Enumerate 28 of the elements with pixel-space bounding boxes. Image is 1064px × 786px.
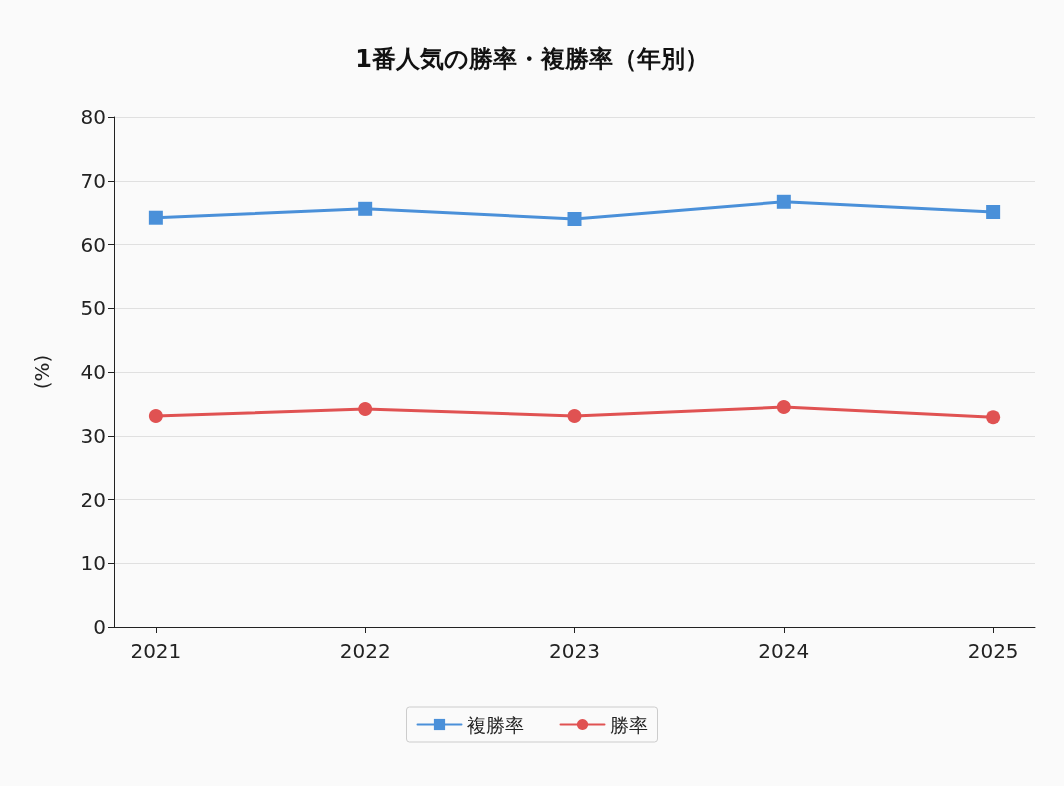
x-tick-label: 2022 bbox=[339, 639, 391, 663]
chart-title: 1番人気の勝率・複勝率（年別） bbox=[355, 45, 709, 73]
point bbox=[567, 212, 582, 226]
point bbox=[776, 194, 791, 209]
y-tick-label: 30 bbox=[80, 423, 106, 448]
y-tick-label: 80 bbox=[80, 105, 106, 129]
y-tick-label: 60 bbox=[80, 232, 106, 257]
x-tick-label: 2021 bbox=[130, 639, 182, 663]
point bbox=[776, 400, 791, 415]
y-tick-label: 20 bbox=[80, 487, 106, 512]
legend-label: 勝率 bbox=[609, 713, 648, 736]
y-axis-title: (%) bbox=[30, 354, 54, 390]
y-tick-label: 50 bbox=[80, 296, 106, 321]
point bbox=[148, 210, 163, 225]
point bbox=[986, 410, 1001, 425]
point bbox=[148, 408, 163, 423]
point bbox=[358, 401, 373, 416]
x-tick-label: 2025 bbox=[967, 639, 1019, 663]
point bbox=[358, 201, 373, 216]
point bbox=[567, 408, 582, 423]
legend-label: 複勝率 bbox=[466, 713, 524, 736]
y-tick-label: 40 bbox=[80, 360, 106, 384]
point bbox=[986, 204, 1001, 219]
y-tick-label: 10 bbox=[80, 551, 106, 576]
y-tick-label: 70 bbox=[80, 168, 106, 193]
x-tick-label: 2024 bbox=[758, 639, 810, 663]
x-tick-label: 2023 bbox=[549, 639, 600, 663]
y-tick-label: 0 bbox=[93, 615, 106, 639]
